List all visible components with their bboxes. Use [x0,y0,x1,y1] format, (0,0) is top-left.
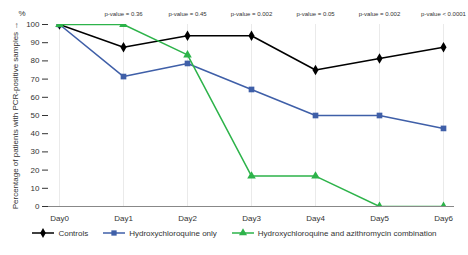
svg-text:50: 50 [31,111,40,120]
svg-text:90: 90 [31,38,40,47]
svg-text:p-value = 0.45: p-value = 0.45 [168,11,207,17]
svg-text:20: 20 [31,166,40,175]
svg-text:p-value = 0.05: p-value = 0.05 [296,11,335,17]
svg-text:Day4: Day4 [306,214,325,223]
svg-text:Day5: Day5 [370,214,389,223]
svg-text:%: % [19,9,26,18]
svg-text:Percentage of patients with PC: Percentage of patients with PCR-positive… [11,22,20,210]
svg-text:Day3: Day3 [242,214,261,223]
svg-text:Day0: Day0 [50,214,69,223]
svg-text:10: 10 [31,184,40,193]
svg-text:p-value = 0.002: p-value = 0.002 [231,11,273,17]
svg-text:80: 80 [31,56,40,65]
html-text:Hydroxychloroquine and azithro: Hydroxychloroquine and azithromycin comb… [257,228,437,238]
svg-text:0: 0 [35,202,40,211]
svg-text:40: 40 [31,129,40,138]
svg-text:p-value < 0.0001: p-value < 0.0001 [421,11,467,17]
html-text:Controls: Controls [58,228,89,238]
svg-text:70: 70 [31,75,40,84]
html-text:Hydroxychloroquine only: Hydroxychloroquine only [129,228,217,238]
svg-text:p-value = 0.002: p-value = 0.002 [359,11,401,17]
svg-text:100: 100 [26,20,40,29]
svg-text:Day6: Day6 [434,214,453,223]
svg-text:Day1: Day1 [114,214,133,223]
svg-text:30: 30 [31,147,40,156]
svg-text:p-value = 0.36: p-value = 0.36 [104,11,143,17]
svg-text:Day2: Day2 [178,214,197,223]
svg-text:60: 60 [31,93,40,102]
